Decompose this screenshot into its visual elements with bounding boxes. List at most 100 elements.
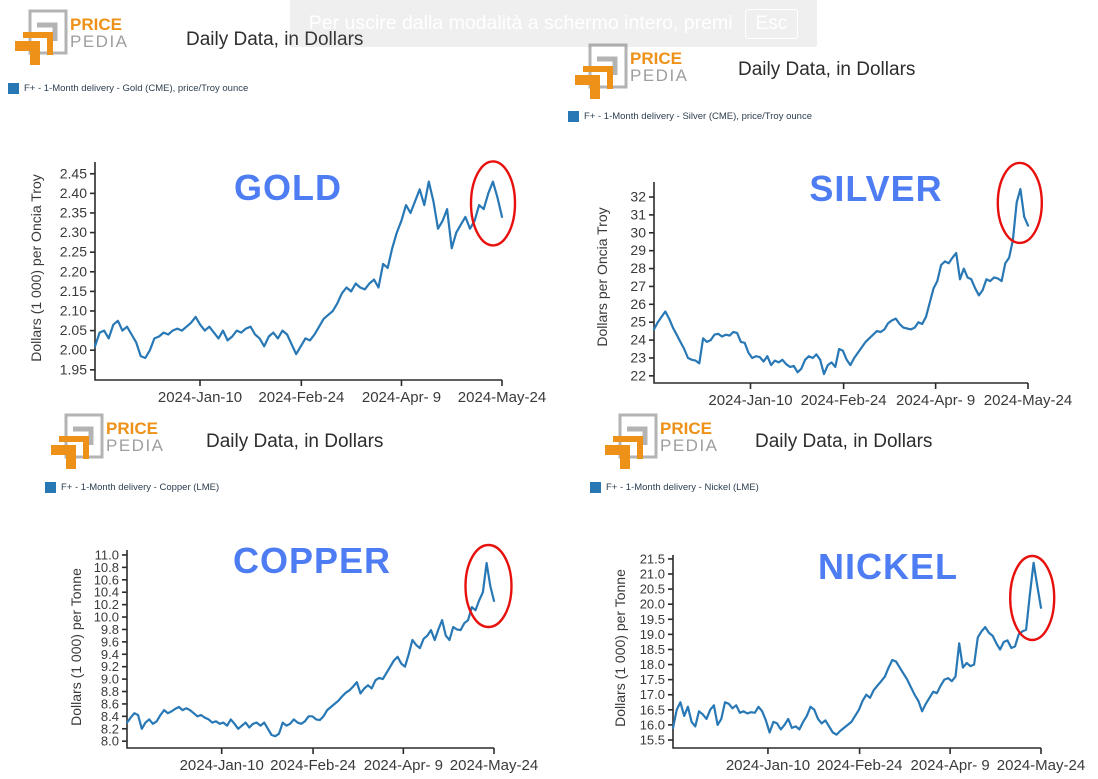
svg-text:18.0: 18.0 xyxy=(640,657,665,672)
svg-text:2.40: 2.40 xyxy=(60,185,87,201)
svg-text:2024-Feb-24: 2024-Feb-24 xyxy=(270,757,356,774)
svg-text:9.6: 9.6 xyxy=(101,634,119,649)
svg-text:19.0: 19.0 xyxy=(640,627,665,642)
svg-text:2024-Apr- 9: 2024-Apr- 9 xyxy=(362,389,441,406)
svg-text:16.0: 16.0 xyxy=(640,717,665,732)
svg-text:8.2: 8.2 xyxy=(101,721,119,736)
nickel-chart-title: Daily Data, in Dollars xyxy=(755,431,933,452)
svg-text:2024-Feb-24: 2024-Feb-24 xyxy=(817,757,903,774)
svg-text:2024-Feb-24: 2024-Feb-24 xyxy=(258,389,344,406)
svg-text:2024-May-24: 2024-May-24 xyxy=(984,392,1072,409)
svg-text:32: 32 xyxy=(630,189,646,205)
svg-text:2.25: 2.25 xyxy=(60,244,87,260)
fullscreen-notice-text: Per uscire dalla modalità a schermo inte… xyxy=(308,12,733,34)
svg-text:2024-Feb-24: 2024-Feb-24 xyxy=(801,392,887,409)
svg-text:8.0: 8.0 xyxy=(101,734,119,749)
svg-text:25: 25 xyxy=(630,314,646,330)
gold-metal-label: GOLD xyxy=(234,167,342,208)
copper-y-axis-label: Dollars (1 000) per Tonne xyxy=(68,568,84,726)
svg-text:30: 30 xyxy=(630,224,646,240)
svg-text:21.0: 21.0 xyxy=(640,567,665,582)
gold-plot: 1.95 2.00 2.05 2.10 2.15 2.20 2.25 2.30 2.35 2.40… xyxy=(60,160,546,406)
copper-metal-label: COPPER xyxy=(232,540,392,581)
svg-text:27: 27 xyxy=(630,278,646,294)
svg-text:31: 31 xyxy=(630,206,646,222)
svg-text:2024-May-24: 2024-May-24 xyxy=(450,757,538,774)
copper-plot: 8.08.28.48.68.89.09.29.49.69.810.010.210… xyxy=(94,543,538,774)
silver-legend: F+ - 1-Month delivery - Silver (CME), pr… xyxy=(568,111,812,122)
svg-text:26: 26 xyxy=(630,296,646,312)
svg-text:1.95: 1.95 xyxy=(60,361,87,377)
logo-price-text: PRICE xyxy=(106,419,158,438)
gold-legend-label: F+ - 1-Month delivery - Gold (CME), pric… xyxy=(24,83,249,94)
svg-text:22: 22 xyxy=(630,367,646,383)
svg-text:17.0: 17.0 xyxy=(640,687,665,702)
gold-y-axis-label: Dollars (1 000) per Oncia Troy xyxy=(28,174,44,362)
svg-text:10.6: 10.6 xyxy=(94,572,119,587)
svg-text:8.4: 8.4 xyxy=(101,709,119,724)
svg-text:2024-Jan-10: 2024-Jan-10 xyxy=(158,389,242,406)
nickel-legend-swatch xyxy=(590,482,601,493)
svg-text:2.05: 2.05 xyxy=(60,322,87,338)
copper-legend-swatch xyxy=(45,482,56,493)
svg-text:2024-Jan-10: 2024-Jan-10 xyxy=(180,757,264,774)
svg-text:11.0: 11.0 xyxy=(95,547,119,562)
logo-pedia-text: PEDIA xyxy=(106,436,164,455)
nickel-legend: F+ - 1-Month delivery - Nickel (LME) xyxy=(590,482,759,493)
svg-text:18.5: 18.5 xyxy=(640,642,665,657)
nickel-y-axis-label: Dollars (1 000) per Tonne xyxy=(612,569,628,727)
svg-text:2.35: 2.35 xyxy=(60,204,87,220)
svg-text:28: 28 xyxy=(630,260,646,276)
svg-text:2.10: 2.10 xyxy=(60,302,87,318)
silver-y-axis-label: Dollars per Oncia Troy xyxy=(594,207,610,347)
copper-legend: F+ - 1-Month delivery - Copper (LME) xyxy=(45,482,219,493)
svg-text:21.5: 21.5 xyxy=(640,551,665,566)
copper-chart-title: Daily Data, in Dollars xyxy=(206,431,384,452)
svg-text:2024-May-24: 2024-May-24 xyxy=(997,757,1085,774)
svg-text:9.0: 9.0 xyxy=(101,672,119,687)
svg-text:9.2: 9.2 xyxy=(101,659,119,674)
nickel-legend-label: F+ - 1-Month delivery - Nickel (LME) xyxy=(606,482,759,493)
silver-metal-label: SILVER xyxy=(809,168,943,209)
svg-text:29: 29 xyxy=(630,242,646,258)
svg-text:8.8: 8.8 xyxy=(101,684,119,699)
logo-price-text: PRICE xyxy=(630,49,682,68)
svg-text:2024-Jan-10: 2024-Jan-10 xyxy=(726,757,810,774)
svg-text:10.0: 10.0 xyxy=(94,610,119,625)
svg-text:15.5: 15.5 xyxy=(640,733,665,748)
svg-text:10.8: 10.8 xyxy=(94,560,119,575)
fullscreen-notice: Per uscire dalla modalità a schermo inte… xyxy=(290,0,817,47)
pricepedia-logo: PRICE PEDIA xyxy=(605,413,717,469)
svg-text:2024-May-24: 2024-May-24 xyxy=(458,389,546,406)
svg-text:9.8: 9.8 xyxy=(101,622,119,637)
svg-text:2024-Jan-10: 2024-Jan-10 xyxy=(708,392,792,409)
pricepedia-logo: PRICE PEDIA xyxy=(575,43,687,99)
svg-text:20.0: 20.0 xyxy=(640,597,665,612)
svg-text:10.2: 10.2 xyxy=(94,597,119,612)
copper-legend-label: F+ - 1-Month delivery - Copper (LME) xyxy=(61,482,220,493)
svg-text:19.5: 19.5 xyxy=(640,612,665,627)
logo-pedia-text: PEDIA xyxy=(70,32,128,51)
svg-text:10.4: 10.4 xyxy=(94,585,119,600)
svg-text:2024-Apr- 9: 2024-Apr- 9 xyxy=(910,757,989,774)
silver-chart-title: Daily Data, in Dollars xyxy=(738,59,916,80)
svg-text:8.6: 8.6 xyxy=(101,696,119,711)
svg-text:2.00: 2.00 xyxy=(60,342,87,358)
silver-legend-swatch xyxy=(568,111,579,122)
svg-text:2024-Apr- 9: 2024-Apr- 9 xyxy=(364,757,443,774)
svg-text:2.15: 2.15 xyxy=(60,283,87,299)
svg-text:2024-Apr- 9: 2024-Apr- 9 xyxy=(896,392,975,409)
gold-legend-swatch xyxy=(8,83,19,94)
silver-legend-label: F+ - 1-Month delivery - Silver (CME), pr… xyxy=(584,111,812,122)
svg-text:17.5: 17.5 xyxy=(640,672,665,687)
gold-chart-title: Daily Data, in Dollars xyxy=(186,29,364,50)
svg-text:2.20: 2.20 xyxy=(60,263,87,279)
svg-text:16.5: 16.5 xyxy=(640,702,665,717)
pricepedia-logo: PRICE PEDIA xyxy=(51,413,164,469)
logo-price-text: PRICE xyxy=(70,15,122,34)
nickel-metal-label: NICKEL xyxy=(818,546,958,587)
svg-text:2.30: 2.30 xyxy=(60,224,87,240)
svg-text:24: 24 xyxy=(630,332,646,348)
